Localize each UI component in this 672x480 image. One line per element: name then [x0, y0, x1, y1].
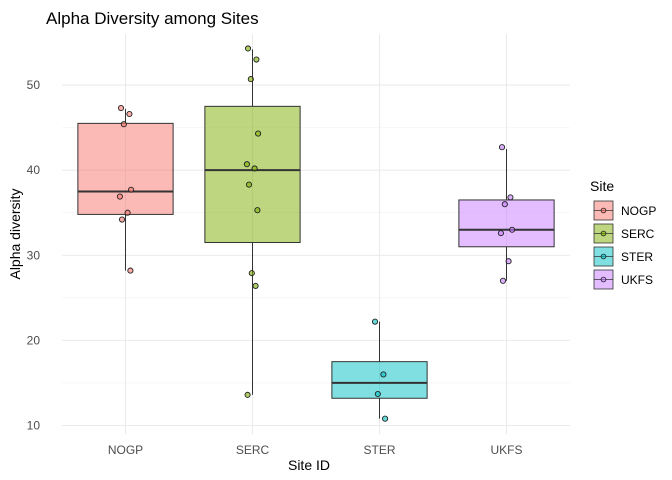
legend-key-point-nogp	[600, 207, 607, 214]
data-point-serc	[244, 45, 252, 52]
data-point-serc	[255, 130, 262, 137]
point-layer	[116, 45, 516, 422]
y-axis-title: Alpha diversity	[7, 188, 23, 279]
y-tick-label: 10	[27, 418, 41, 432]
x-tick-label-ukfs: UKFS	[490, 443, 522, 457]
data-point-ster	[374, 390, 381, 398]
box-layer	[77, 49, 555, 419]
legend-label-ster: STER	[621, 250, 653, 264]
legend-key-point-ster	[600, 253, 607, 260]
legend-label-serc: SERC	[621, 227, 655, 241]
legend-key-point-serc	[600, 230, 607, 237]
x-axis-title: Site ID	[288, 457, 330, 473]
data-point-nogp	[127, 267, 134, 274]
legend-title: Site	[590, 178, 614, 194]
data-point-ukfs	[498, 144, 506, 151]
y-tick-label: 40	[27, 163, 41, 177]
y-axis-ticks: 10 20 30 40 50	[27, 78, 41, 432]
data-point-serc	[253, 56, 260, 63]
legend-key-point-ukfs	[600, 276, 607, 283]
box-serc	[204, 105, 301, 244]
y-tick-label: 50	[27, 78, 41, 92]
data-point-serc	[244, 391, 251, 398]
x-axis-ticks: NOGP SERC STER UKFS	[108, 443, 523, 457]
x-tick-label-ster: STER	[363, 443, 395, 457]
data-point-ukfs	[509, 226, 516, 233]
data-point-ukfs	[507, 194, 514, 201]
data-point-ster	[380, 371, 387, 378]
y-tick-label: 30	[27, 248, 41, 262]
data-point-serc	[252, 282, 259, 289]
data-point-nogp	[128, 186, 135, 193]
legend-label-nogp: NOGP	[621, 204, 656, 218]
box-nogp	[77, 122, 174, 215]
data-point-ster	[371, 318, 379, 325]
legend-label-ukfs: UKFS	[621, 273, 653, 287]
x-tick-label-serc: SERC	[236, 443, 270, 457]
data-point-ukfs	[501, 201, 508, 208]
data-point-serc	[245, 181, 253, 188]
data-point-ukfs	[497, 230, 504, 237]
data-point-serc	[254, 207, 261, 214]
data-point-nogp	[116, 193, 123, 200]
data-point-ukfs	[505, 258, 512, 265]
data-point-ster	[382, 415, 389, 422]
data-point-nogp	[124, 209, 131, 216]
box-ukfs	[458, 199, 555, 248]
data-point-serc	[247, 76, 254, 83]
data-point-nogp	[118, 216, 126, 223]
data-point-nogp	[126, 110, 133, 118]
data-point-ukfs	[499, 277, 507, 284]
y-tick-label: 20	[27, 333, 41, 347]
chart-title: Alpha Diversity among Sites	[46, 9, 259, 28]
data-point-nogp	[120, 121, 127, 128]
data-point-serc	[248, 270, 255, 277]
data-point-nogp	[117, 104, 125, 112]
x-tick-label-nogp: NOGP	[108, 443, 143, 457]
legend: Site NOGP SERC STER UKFS	[590, 178, 656, 290]
data-point-serc	[243, 161, 250, 168]
data-point-serc	[251, 165, 258, 172]
